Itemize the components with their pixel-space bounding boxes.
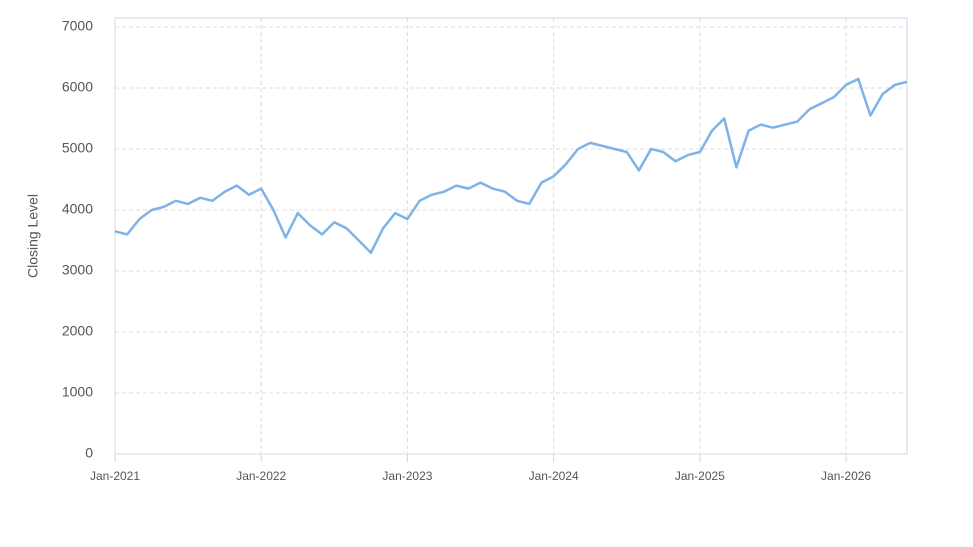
x-tick-label: Jan-2025: [675, 469, 725, 483]
y-tick-label: 6000: [62, 79, 93, 95]
x-tick-label: Jan-2021: [90, 469, 140, 483]
x-tick-label: Jan-2022: [236, 469, 286, 483]
y-tick-label: 2000: [62, 323, 93, 339]
x-tick-label: Jan-2024: [529, 469, 579, 483]
y-tick-label: 3000: [62, 262, 93, 278]
y-tick-label: 7000: [62, 18, 93, 34]
plot-frame: [114, 17, 908, 455]
y-tick-label: 5000: [62, 140, 93, 156]
y-tick-label: 4000: [62, 201, 93, 217]
y-tick-label: 0: [85, 445, 93, 461]
y-axis-label: Closing Level: [25, 194, 41, 278]
y-tick-label: 1000: [62, 384, 93, 400]
x-tick-label: Jan-2026: [821, 469, 871, 483]
data-line: [114, 77, 908, 254]
x-tick-label: Jan-2023: [382, 469, 432, 483]
